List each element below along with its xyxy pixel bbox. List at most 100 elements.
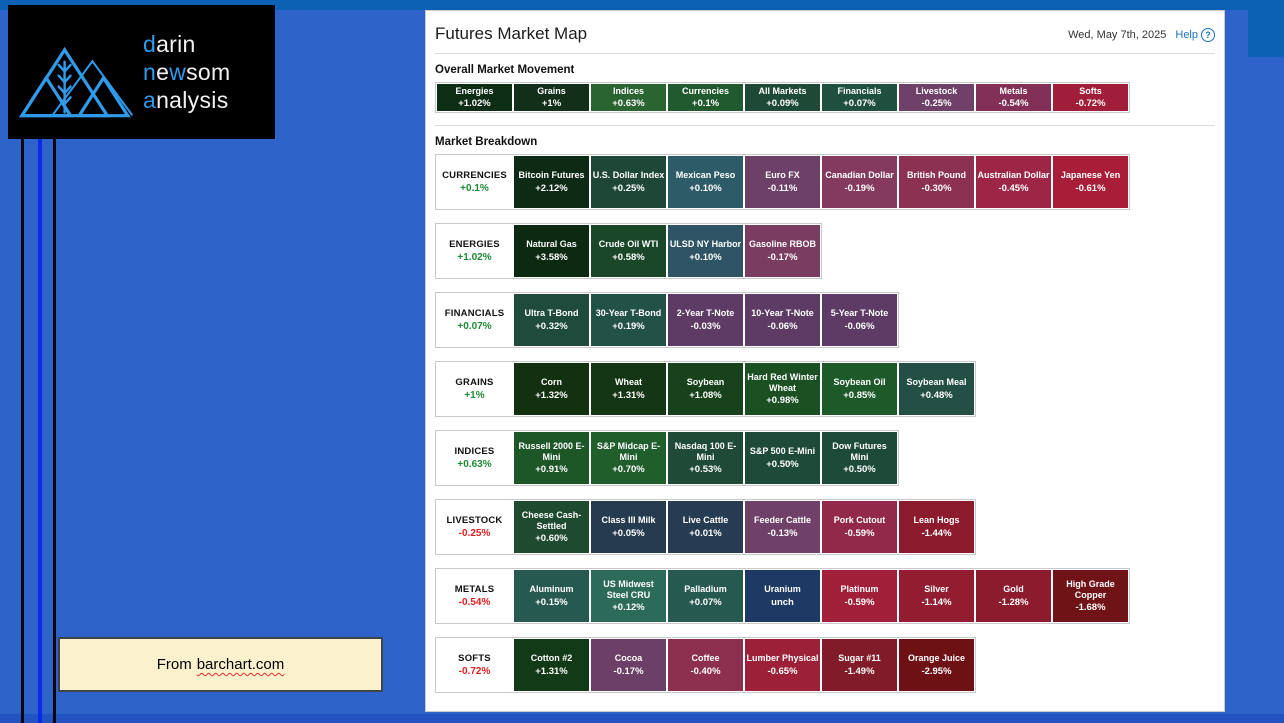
tile-feeder-cattle[interactable]: Feeder Cattle -0.13%	[745, 501, 820, 553]
tile-hard-red-winter-wheat[interactable]: Hard Red Winter Wheat +0.98%	[745, 363, 820, 415]
tile-value: -0.17%	[613, 665, 644, 677]
category-label-financials[interactable]: FINANCIALS +0.07%	[437, 294, 512, 346]
tile-currencies[interactable]: Currencies +0.1%	[668, 84, 743, 111]
tile-name: Australian Dollar	[977, 170, 1050, 181]
tile-name: Aluminum	[529, 584, 574, 595]
tile-canadian-dollar[interactable]: Canadian Dollar -0.19%	[822, 156, 897, 208]
tile-cotton-2[interactable]: Cotton #2 +1.31%	[514, 639, 589, 691]
tile-financials[interactable]: Financials +0.07%	[822, 84, 897, 111]
tile-value: +1.32%	[535, 389, 568, 401]
help-link[interactable]: Help ?	[1175, 28, 1215, 42]
category-value: -0.54%	[458, 597, 491, 608]
market-map-panel: Futures Market Map Wed, May 7th, 2025 He…	[425, 10, 1225, 712]
tile-lean-hogs[interactable]: Lean Hogs -1.44%	[899, 501, 974, 553]
tile-name: Japanese Yen	[1060, 170, 1121, 181]
category-label-currencies[interactable]: CURRENCIES +0.1%	[437, 156, 512, 208]
tile-uranium[interactable]: Uranium unch	[745, 570, 820, 622]
tile-value: +0.32%	[535, 320, 568, 332]
tile-2-year-t-note[interactable]: 2-Year T-Note -0.03%	[668, 294, 743, 346]
tile-5-year-t-note[interactable]: 5-Year T-Note -0.06%	[822, 294, 897, 346]
tile-corn[interactable]: Corn +1.32%	[514, 363, 589, 415]
tile-name: Dow Futures Mini	[832, 441, 887, 462]
tile-s-p-midcap-e-mini[interactable]: S&P Midcap E-Mini +0.70%	[591, 432, 666, 484]
tile-name: Softs	[1079, 85, 1102, 96]
tile-wheat[interactable]: Wheat +1.31%	[591, 363, 666, 415]
tile-us-midwest-steel-cru[interactable]: US Midwest Steel CRU +0.12%	[591, 570, 666, 622]
tile-value: -0.06%	[844, 320, 875, 332]
tile-value: -0.40%	[690, 665, 721, 677]
tile-aluminum[interactable]: Aluminum +0.15%	[514, 570, 589, 622]
breakdown-section-heading: Market Breakdown	[435, 136, 538, 148]
category-label-livestock[interactable]: LIVESTOCK -0.25%	[437, 501, 512, 553]
tile-cheese-cash-settled[interactable]: Cheese Cash-Settled +0.60%	[514, 501, 589, 553]
attribution-source-text: barchart.com	[196, 656, 285, 673]
tile-soybean-meal[interactable]: Soybean Meal +0.48%	[899, 363, 974, 415]
tile-livestock[interactable]: Livestock -0.25%	[899, 84, 974, 111]
tile-name: Natural Gas	[526, 239, 577, 250]
tile-pork-cutout[interactable]: Pork Cutout -0.59%	[822, 501, 897, 553]
tile-name: Soybean Meal	[906, 377, 967, 388]
tile-s-p-500-e-mini[interactable]: S&P 500 E-Mini +0.50%	[745, 432, 820, 484]
tile-dow-futures-mini[interactable]: Dow Futures Mini +0.50%	[822, 432, 897, 484]
category-value: -0.72%	[458, 666, 491, 677]
tile-mexican-peso[interactable]: Mexican Peso +0.10%	[668, 156, 743, 208]
category-name: LIVESTOCK	[446, 515, 503, 526]
annotation-line-black-right	[53, 139, 56, 723]
tile-sugar-11[interactable]: Sugar #11 -1.49%	[822, 639, 897, 691]
logo-text-segment: d	[143, 31, 157, 57]
tile-30-year-t-bond[interactable]: 30-Year T-Bond +0.19%	[591, 294, 666, 346]
tile-ulsd-ny-harbor[interactable]: ULSD NY Harbor +0.10%	[668, 225, 743, 277]
tile-live-cattle[interactable]: Live Cattle +0.01%	[668, 501, 743, 553]
tile-orange-juice[interactable]: Orange Juice -2.95%	[899, 639, 974, 691]
tile-crude-oil-wti[interactable]: Crude Oil WTI +0.58%	[591, 225, 666, 277]
tile-u-s-dollar-index[interactable]: U.S. Dollar Index +0.25%	[591, 156, 666, 208]
tile-energies[interactable]: Energies +1.02%	[437, 84, 512, 111]
tile-name: U.S. Dollar Index	[592, 170, 665, 181]
tile-bitcoin-futures[interactable]: Bitcoin Futures +2.12%	[514, 156, 589, 208]
tile-palladium[interactable]: Palladium +0.07%	[668, 570, 743, 622]
tile-coffee[interactable]: Coffee -0.40%	[668, 639, 743, 691]
category-label-indices[interactable]: INDICES +0.63%	[437, 432, 512, 484]
category-label-energies[interactable]: ENERGIES +1.02%	[437, 225, 512, 277]
tile-class-iii-milk[interactable]: Class III Milk +0.05%	[591, 501, 666, 553]
tile-name: Soybean	[686, 377, 725, 388]
tile-name: Indices	[612, 85, 644, 96]
tile-japanese-yen[interactable]: Japanese Yen -0.61%	[1053, 156, 1128, 208]
tile-softs[interactable]: Softs -0.72%	[1053, 84, 1128, 111]
tile-grains[interactable]: Grains +1%	[514, 84, 589, 111]
tile-value: -1.68%	[1075, 602, 1106, 613]
tile-name: Lumber Physical	[746, 653, 819, 664]
category-label-softs[interactable]: SOFTS -0.72%	[437, 639, 512, 691]
tile-cocoa[interactable]: Cocoa -0.17%	[591, 639, 666, 691]
tile-lumber-physical[interactable]: Lumber Physical -0.65%	[745, 639, 820, 691]
page-title: Futures Market Map	[435, 24, 588, 43]
tile-value: -0.61%	[1075, 182, 1106, 194]
tile-euro-fx[interactable]: Euro FX -0.11%	[745, 156, 820, 208]
tile-all-markets[interactable]: All Markets +0.09%	[745, 84, 820, 111]
tile-name: Energies	[455, 85, 494, 96]
category-label-metals[interactable]: METALS -0.54%	[437, 570, 512, 622]
tile-ultra-t-bond[interactable]: Ultra T-Bond +0.32%	[514, 294, 589, 346]
tile-platinum[interactable]: Platinum -0.59%	[822, 570, 897, 622]
tile-soybean[interactable]: Soybean +1.08%	[668, 363, 743, 415]
tile-high-grade-copper[interactable]: High Grade Copper -1.68%	[1053, 570, 1128, 622]
category-name: FINANCIALS	[444, 308, 505, 319]
tile-natural-gas[interactable]: Natural Gas +3.58%	[514, 225, 589, 277]
breakdown-row-softs: SOFTS -0.72% Cotton #2 +1.31% Cocoa -0.17% Cof…	[435, 637, 976, 693]
tile-name: Soybean Oil	[833, 377, 886, 388]
tile-silver[interactable]: Silver -1.14%	[899, 570, 974, 622]
tile-metals[interactable]: Metals -0.54%	[976, 84, 1051, 111]
panel-header: Futures Market Map Wed, May 7th, 2025 He…	[435, 11, 1215, 54]
tile-10-year-t-note[interactable]: 10-Year T-Note -0.06%	[745, 294, 820, 346]
tile-gold[interactable]: Gold -1.28%	[976, 570, 1051, 622]
tile-name: 10-Year T-Note	[751, 308, 814, 319]
tile-british-pound[interactable]: British Pound -0.30%	[899, 156, 974, 208]
tile-nasdaq-100-e-mini[interactable]: Nasdaq 100 E-Mini +0.53%	[668, 432, 743, 484]
tile-soybean-oil[interactable]: Soybean Oil +0.85%	[822, 363, 897, 415]
tile-indices[interactable]: Indices +0.63%	[591, 84, 666, 111]
tile-australian-dollar[interactable]: Australian Dollar -0.45%	[976, 156, 1051, 208]
tile-russell-2000-e-mini[interactable]: Russell 2000 E-Mini +0.91%	[514, 432, 589, 484]
tile-gasoline-rbob[interactable]: Gasoline RBOB -0.17%	[745, 225, 820, 277]
category-label-grains[interactable]: GRAINS +1%	[437, 363, 512, 415]
tile-value: -0.30%	[921, 182, 952, 194]
